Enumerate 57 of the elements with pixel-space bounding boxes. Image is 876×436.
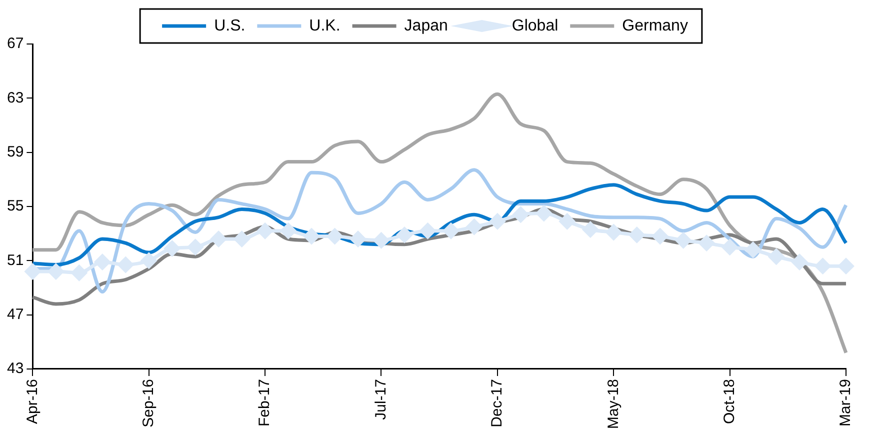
point [188,239,204,255]
point [327,228,343,244]
x-tick-label: Apr-16 [24,378,41,424]
point [582,222,598,238]
point [234,231,250,247]
point [768,248,784,264]
legend-label: Germany [622,17,688,34]
point [512,206,528,222]
y-tick-label: 51 [6,252,24,269]
legend-label: U.S. [214,17,246,34]
x-tick-label: Feb-17 [256,378,274,427]
point [745,242,761,258]
y-tick-label: 47 [6,306,24,323]
y-tick-label: 43 [6,360,24,378]
point [466,219,482,235]
point [374,232,389,248]
point [304,228,320,244]
point [141,252,157,268]
point [629,227,645,243]
x-tick-label: Sep-16 [140,378,158,428]
point [71,265,87,281]
x-tick-label: Mar-19 [837,378,854,426]
point [48,264,64,280]
point [652,228,668,244]
point [164,240,180,256]
x-tick-label: Oct-18 [720,378,738,424]
legend-label: Global [512,17,558,34]
point [257,223,273,239]
point [24,264,40,280]
point [280,223,296,239]
y-tick-label: 55 [6,198,24,215]
point [559,214,575,230]
point [815,258,831,274]
point [722,239,738,255]
point [490,214,506,230]
point [536,206,552,222]
line-series [30,92,848,354]
point [396,227,412,243]
legend-label: U.K. [309,17,340,34]
x-tick-label: May-18 [604,378,622,430]
point [443,223,459,239]
y-tick-label: 59 [6,143,24,160]
point [676,232,692,248]
legend-label: Japan [404,17,448,34]
point [420,223,436,239]
point [838,258,854,274]
point [698,235,714,251]
point [210,231,226,247]
point [118,256,134,272]
x-tick-label: Jul-17 [372,378,390,420]
y-tick-label: 67 [6,35,24,52]
point [94,254,110,270]
point [606,224,622,240]
point [792,254,808,270]
y-tick-label: 63 [6,89,24,106]
x-tick-label: Dec-17 [488,378,506,428]
point [350,231,366,247]
